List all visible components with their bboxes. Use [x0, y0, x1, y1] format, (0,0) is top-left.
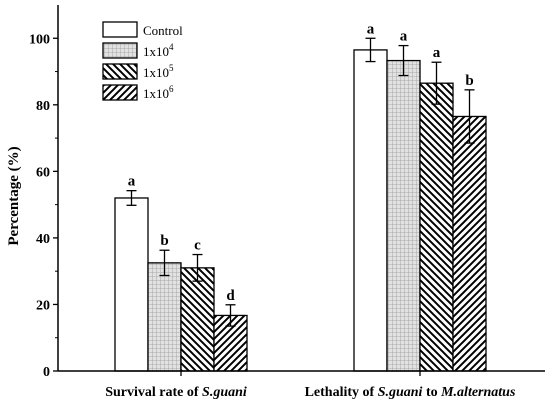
bar	[419, 82, 454, 372]
legend-swatch	[102, 42, 138, 59]
bar	[452, 115, 487, 372]
legend-swatch	[102, 21, 138, 38]
bar	[147, 262, 182, 372]
bar	[353, 49, 388, 372]
y-tick-label: 60	[36, 165, 50, 180]
significance-letter: a	[433, 45, 441, 61]
x-axis	[58, 370, 545, 376]
legend-label: 1x104	[143, 42, 174, 59]
significance-letter: b	[160, 233, 168, 249]
group-label-lethality: Lethality of S.guani to M.alternatus	[305, 385, 516, 400]
y-tick-label: 80	[36, 99, 50, 114]
legend-label: Control	[143, 23, 183, 38]
legend-label: 1x106	[143, 84, 174, 101]
y-tick-label: 40	[36, 232, 50, 247]
legend-swatch	[102, 84, 138, 101]
legend-item: Control	[102, 21, 183, 38]
bar	[386, 59, 421, 372]
significance-letter: a	[128, 174, 136, 190]
y-tick-label: 20	[36, 298, 50, 313]
legend: Control 1x104 1x105 1x106	[102, 21, 183, 101]
group-label-survival: Survival rate of S.guani	[105, 385, 247, 400]
significance-letter: a	[400, 29, 408, 45]
legend-item: 1x106	[102, 84, 174, 101]
y-tick-label: 100	[29, 32, 50, 47]
significance-letter: b	[465, 73, 473, 89]
legend-item: 1x104	[102, 42, 174, 59]
y-axis: 0 20 40 60 80 100	[29, 5, 59, 380]
bar	[180, 267, 215, 372]
legend-swatch	[102, 63, 138, 80]
y-tick-label: 0	[43, 365, 50, 380]
legend-label: 1x105	[143, 63, 174, 80]
y-axis-title: Percentage (%)	[6, 146, 22, 245]
group-labels: Survival rate of S.guani Lethality of S.…	[105, 385, 516, 400]
significance-letter: c	[194, 238, 201, 254]
significance-letter: d	[226, 288, 235, 304]
legend-item: 1x105	[102, 63, 174, 80]
plot-area: a a b a c a d b	[114, 21, 487, 372]
significance-letter: a	[367, 21, 375, 37]
bar	[114, 197, 149, 372]
